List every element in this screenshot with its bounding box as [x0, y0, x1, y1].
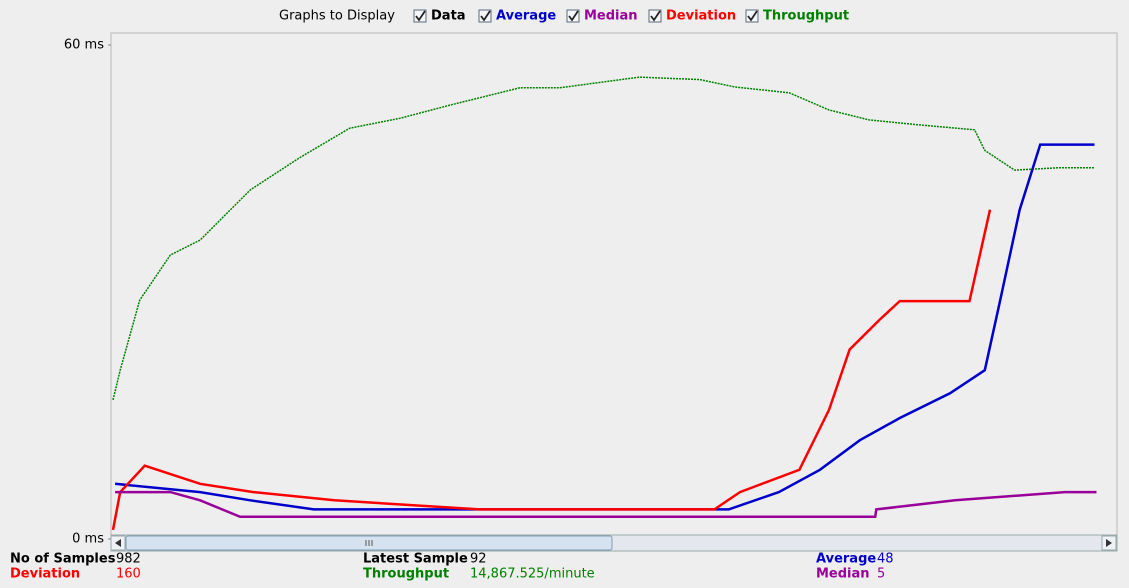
check-icon: [747, 10, 758, 22]
stat-value: 160: [116, 567, 141, 582]
check-icon: [568, 10, 579, 22]
check-icon: [650, 10, 661, 22]
stat-label: Throughput: [363, 567, 449, 582]
check-icon: [480, 10, 491, 22]
grip-icon: [365, 540, 373, 546]
y-tick-label: 0 ms: [72, 532, 104, 547]
checkbox-label[interactable]: Average: [496, 9, 556, 24]
checkbox-label[interactable]: Deviation: [666, 9, 736, 24]
header-title: Graphs to Display: [279, 9, 395, 24]
stat-label: Median: [816, 567, 870, 582]
stat-label: No of Samples: [10, 552, 116, 567]
stat-value: 92: [470, 552, 487, 567]
check-icon: [415, 10, 426, 22]
series-line: [114, 143, 1095, 511]
checkbox-label[interactable]: Data: [431, 9, 466, 24]
stat-value: 982: [116, 552, 141, 567]
arrow-icon: [1106, 539, 1112, 547]
stat-label: Latest Sample: [363, 552, 468, 567]
arrow-icon: [115, 539, 121, 547]
series-line: [115, 490, 1097, 519]
stat-label: Deviation: [10, 567, 80, 582]
stat-value: 14,867.525/minute: [470, 567, 595, 582]
scrollbar[interactable]: [110, 534, 1118, 552]
stat-label: Average: [816, 552, 876, 567]
series-line: [112, 76, 1095, 401]
checkbox-label[interactable]: Median: [584, 9, 638, 24]
plot-area: [110, 32, 1118, 536]
checkbox-label[interactable]: Throughput: [763, 9, 849, 24]
series-line: [111, 209, 992, 531]
stat-value: 5: [877, 567, 885, 582]
y-tick-label: 60 ms: [64, 38, 104, 53]
stat-value: 48: [877, 552, 894, 567]
